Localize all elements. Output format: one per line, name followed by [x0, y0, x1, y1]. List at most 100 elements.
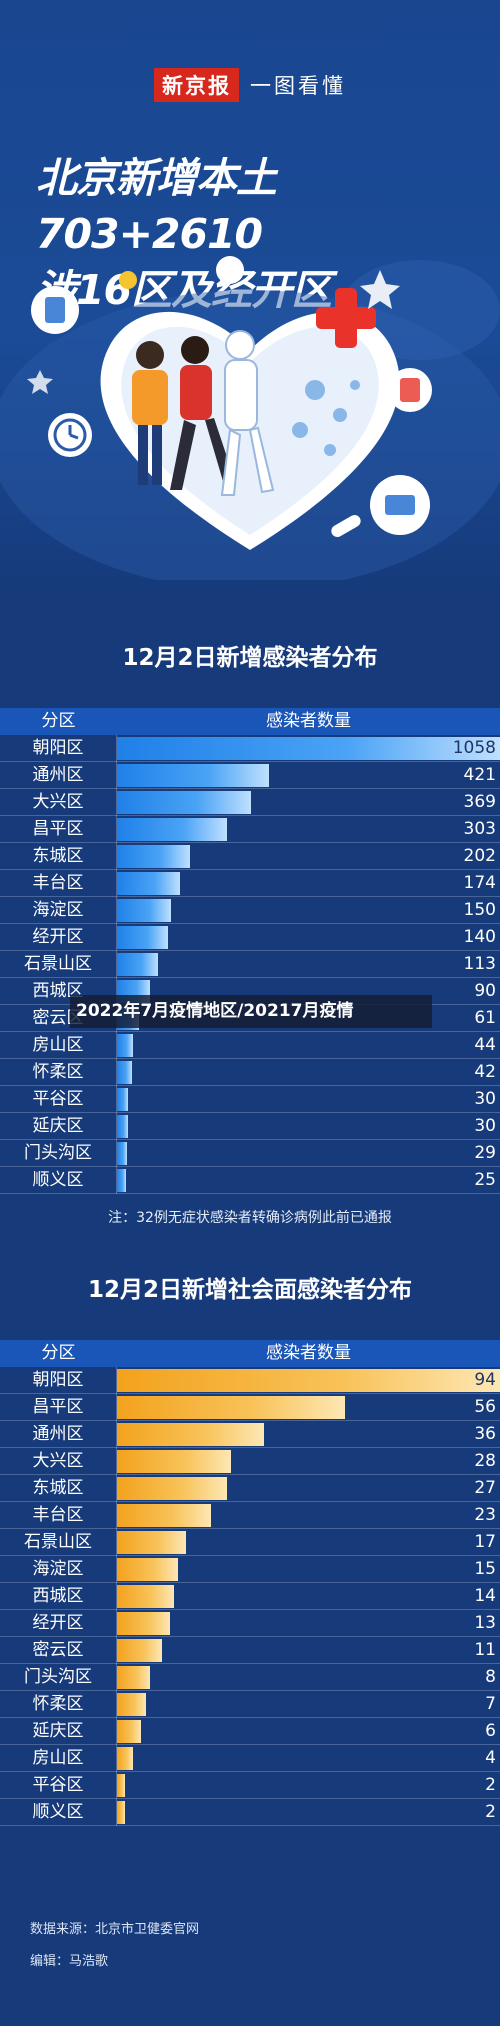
district-label: 顺义区 [0, 1799, 117, 1826]
count-value: 421 [463, 765, 496, 785]
chart-2-row: 房山区 4 [0, 1745, 500, 1772]
row-separator [0, 1112, 500, 1113]
district-label: 门头沟区 [0, 1664, 117, 1691]
district-label: 石景山区 [0, 951, 117, 978]
brand-logo: 新京报 [153, 68, 239, 102]
count-bar [117, 1142, 128, 1165]
medical-illustration [0, 256, 500, 580]
people-figures-icon [132, 330, 275, 496]
district-label: 丰台区 [0, 870, 117, 897]
chart-2-row: 怀柔区 7 [0, 1691, 500, 1718]
chart-1-row: 怀柔区 42 [0, 1059, 500, 1086]
overlay-caption: 2022年7月疫情地区/20217月疫情 [70, 995, 432, 1028]
count-bar [117, 1639, 162, 1662]
district-label: 延庆区 [0, 1718, 117, 1745]
count-bar [117, 1612, 170, 1635]
district-label: 昌平区 [0, 1394, 117, 1421]
chart-1-row: 昌平区 303 [0, 816, 500, 843]
count-value: 42 [474, 1062, 496, 1082]
count-bar [117, 1423, 264, 1446]
red-cross-icon [316, 288, 376, 348]
row-separator [0, 1058, 500, 1059]
chart-2-row: 平谷区 2 [0, 1772, 500, 1799]
count-bar [117, 1396, 346, 1419]
count-value: 94 [474, 1370, 496, 1390]
chart-1-row: 朝阳区 1058 [0, 735, 500, 762]
count-value: 36 [474, 1424, 496, 1444]
chart-2-row: 密云区 11 [0, 1637, 500, 1664]
chart-2-row: 大兴区 28 [0, 1448, 500, 1475]
row-separator [0, 1166, 500, 1167]
count-value: 1058 [452, 738, 496, 758]
chart-1-row: 丰台区 174 [0, 870, 500, 897]
chart-2-row: 顺义区 2 [0, 1799, 500, 1826]
chart-1-header: 分区 感染者数量 [0, 708, 500, 735]
district-label: 朝阳区 [0, 735, 117, 762]
district-label: 通州区 [0, 1421, 117, 1448]
row-separator [0, 1420, 500, 1421]
count-value: 90 [474, 981, 496, 1001]
chart-2-row: 门头沟区 8 [0, 1664, 500, 1691]
count-value: 27 [474, 1478, 496, 1498]
count-value: 150 [463, 900, 496, 920]
district-label: 延庆区 [0, 1113, 117, 1140]
row-separator [0, 1031, 500, 1032]
count-value: 2 [485, 1802, 496, 1822]
row-separator [0, 842, 500, 843]
district-label: 平谷区 [0, 1772, 117, 1799]
page-title-line-1: 北京新增本土703+2610 [36, 154, 277, 258]
district-label: 石景山区 [0, 1529, 117, 1556]
chart-2-header-district: 分区 [41, 1343, 76, 1363]
count-bar [117, 1061, 133, 1084]
row-separator [0, 1798, 500, 1799]
count-value: 303 [463, 819, 496, 839]
count-value: 8 [485, 1667, 496, 1687]
district-label: 密云区 [0, 1637, 117, 1664]
row-separator [0, 1663, 500, 1664]
district-label: 东城区 [0, 1475, 117, 1502]
count-bar [117, 1585, 175, 1608]
count-bar [117, 1088, 128, 1111]
count-bar [117, 791, 251, 814]
count-bar [117, 1504, 211, 1527]
count-bar [117, 1747, 134, 1770]
row-separator [0, 1636, 500, 1637]
count-value: 113 [463, 954, 496, 974]
district-label: 经开区 [0, 924, 117, 951]
district-label: 海淀区 [0, 897, 117, 924]
chart-2-row: 石景山区 17 [0, 1529, 500, 1556]
chart-1-row: 延庆区 30 [0, 1113, 500, 1140]
district-label: 西城区 [0, 1583, 117, 1610]
chart-2-header-count: 感染者数量 [266, 1343, 351, 1363]
chart-1-header-count: 感染者数量 [266, 711, 351, 731]
row-separator [0, 815, 500, 816]
chart-1-row: 平谷区 30 [0, 1086, 500, 1113]
count-bar [117, 1720, 142, 1743]
count-value: 17 [474, 1532, 496, 1552]
count-bar [117, 926, 168, 949]
district-label: 朝阳区 [0, 1367, 117, 1394]
district-label: 东城区 [0, 843, 117, 870]
chart-2-row: 经开区 13 [0, 1610, 500, 1637]
chart-2-row: 朝阳区 94 [0, 1367, 500, 1394]
count-value: 61 [474, 1008, 496, 1028]
district-label: 通州区 [0, 762, 117, 789]
count-bar [117, 953, 158, 976]
district-label: 丰台区 [0, 1502, 117, 1529]
count-value: 202 [463, 846, 496, 866]
chart-2-row: 通州区 36 [0, 1421, 500, 1448]
row-separator [0, 977, 500, 978]
count-value: 11 [474, 1640, 496, 1660]
row-separator [0, 950, 500, 951]
count-bar [117, 1693, 146, 1716]
district-label: 门头沟区 [0, 1140, 117, 1167]
editor-credit: 编辑：马浩歌 [30, 1954, 109, 1969]
count-value: 56 [474, 1397, 496, 1417]
district-label: 房山区 [0, 1032, 117, 1059]
row-separator [0, 1085, 500, 1086]
brand-tagline: 一图看懂 [250, 74, 347, 98]
pill-icon [331, 515, 361, 537]
row-separator [0, 1717, 500, 1718]
heartbeat-monitor-icon [216, 256, 244, 284]
count-value: 44 [474, 1035, 496, 1055]
